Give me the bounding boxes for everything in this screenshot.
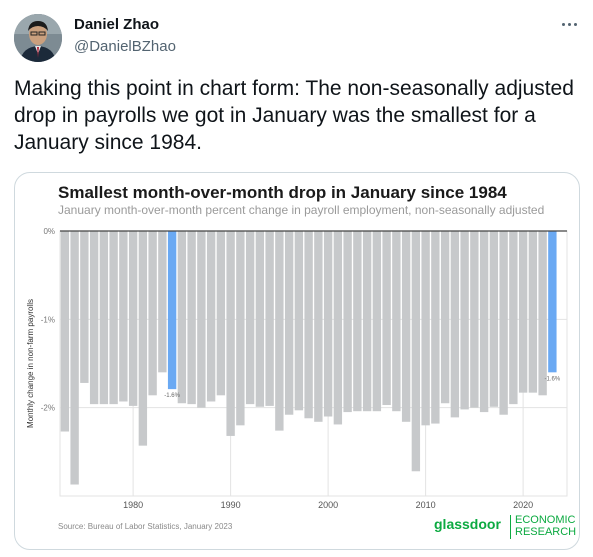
logo-economic-research: ECONOMIC RESEARCH [515, 514, 577, 538]
bar-2019 [509, 231, 518, 405]
bar-2021 [528, 231, 538, 393]
bar-1982 [148, 231, 157, 396]
bar-1986 [187, 231, 196, 405]
bar-2023 [548, 231, 557, 373]
bar-2004 [362, 231, 372, 412]
bar-1996 [284, 231, 294, 415]
bar-1987 [197, 231, 206, 408]
author-name[interactable]: Daniel Zhao [74, 16, 160, 33]
bar-1989 [216, 231, 226, 396]
data-label-1984: -1.6% [164, 393, 180, 399]
bar-1975 [80, 231, 89, 383]
y-tick-label: -2% [41, 404, 55, 413]
bar-1980 [128, 231, 138, 406]
bar-2013 [450, 231, 460, 418]
chart-source: Source: Bureau of Labor Statistics, Janu… [58, 522, 233, 531]
chart-title: Smallest month-over-month drop in Januar… [58, 183, 507, 202]
bar-1983 [158, 231, 167, 373]
bar-1993 [255, 231, 265, 407]
x-tick-label: 1980 [123, 500, 143, 510]
bar-2015 [470, 231, 479, 408]
bar-1979 [119, 231, 128, 402]
bar-2005 [372, 231, 382, 412]
logo-divider [510, 515, 511, 539]
bar-1990 [226, 231, 235, 436]
bar-1984 [167, 231, 177, 390]
bar-2003 [353, 231, 362, 412]
bar-1988 [206, 231, 216, 402]
bar-1999 [314, 231, 323, 422]
bar-1978 [109, 231, 118, 405]
bar-2009 [411, 231, 421, 472]
bar-2010 [421, 231, 430, 426]
avatar[interactable] [14, 14, 62, 62]
author-handle[interactable]: @DanielBZhao [74, 38, 176, 55]
bar-2002 [343, 231, 352, 413]
bar-2006 [382, 231, 391, 406]
more-horizontal-icon [568, 23, 571, 26]
bar-2000 [323, 231, 333, 417]
bar-2011 [431, 231, 440, 424]
bar-2008 [401, 231, 411, 422]
bar-1994 [265, 231, 274, 406]
chart-image[interactable]: Smallest month-over-month drop in Januar… [14, 172, 580, 550]
bar-chart: -1.6% -1.6% 0% -1% -2% 1980 1990 2000 2010 2020 Mo… [26, 227, 568, 510]
bar-1985 [177, 231, 187, 404]
bar-1976 [89, 231, 99, 405]
bar-2017 [489, 231, 499, 407]
more-options-button[interactable] [558, 14, 582, 34]
bar-1992 [245, 231, 255, 405]
x-tick-label: 1990 [221, 500, 241, 510]
bar-1991 [236, 231, 245, 426]
y-tick-label: -1% [41, 315, 55, 324]
avatar-photo [14, 14, 62, 62]
y-tick-label: 0% [43, 227, 55, 236]
bar-1974 [70, 231, 79, 485]
bar-2022 [538, 231, 547, 396]
more-horizontal-icon [574, 23, 577, 26]
tweet-text: Making this point in chart form: The non… [14, 77, 574, 154]
bar-2012 [440, 231, 450, 404]
bar-2020 [518, 231, 528, 393]
logo-glassdoor: glassdoor [434, 516, 501, 532]
bar-1997 [294, 231, 304, 411]
bar-2007 [392, 231, 401, 412]
bar-1973 [60, 231, 70, 432]
x-tick-label: 2010 [416, 500, 436, 510]
data-label-2023: -1.6% [545, 376, 561, 382]
bar-2018 [499, 231, 508, 415]
x-tick-label: 2000 [318, 500, 338, 510]
bar-1977 [99, 231, 109, 405]
chart-subtitle: January month-over-month percent change … [58, 203, 545, 217]
bar-1981 [138, 231, 148, 446]
bar-1998 [304, 231, 313, 419]
bar-2016 [479, 231, 489, 413]
more-horizontal-icon [562, 23, 565, 26]
bar-1995 [275, 231, 284, 431]
x-tick-label: 2020 [513, 500, 533, 510]
bar-2014 [460, 231, 469, 410]
y-axis-label: Monthly change in non-farm payrolls [26, 299, 35, 428]
bar-2001 [333, 231, 343, 425]
